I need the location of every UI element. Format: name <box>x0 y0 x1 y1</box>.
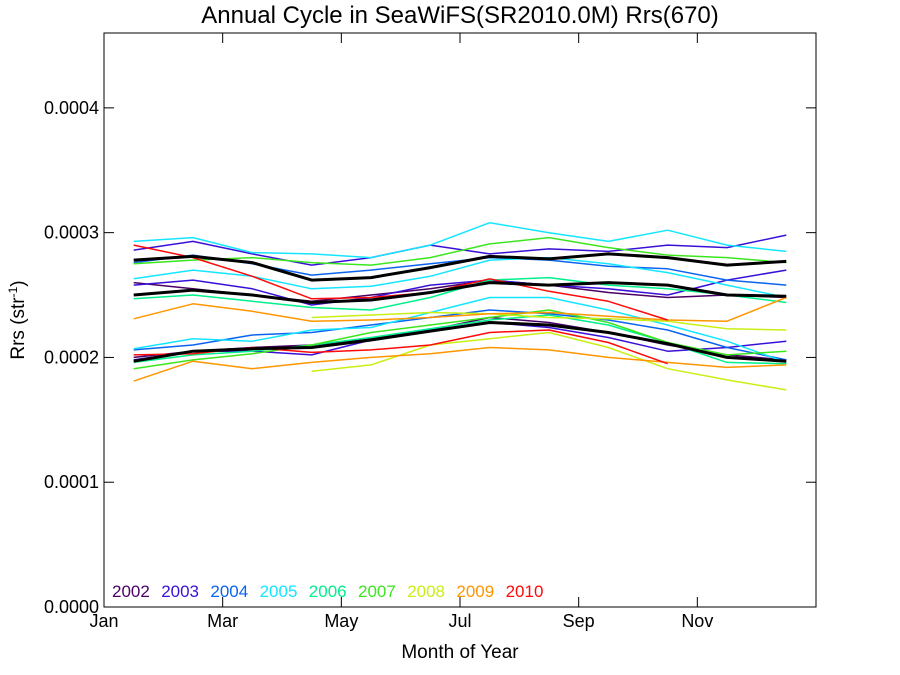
y-tick-label: 0.0002 <box>44 347 99 367</box>
series-line-22 <box>133 281 787 304</box>
x-tick-label: Nov <box>681 611 713 631</box>
series-line-3 <box>133 234 787 266</box>
x-tick-label: Sep <box>563 611 595 631</box>
y-axis-label: Rrs (str-1) <box>6 280 29 359</box>
legend: 2002 2003 2004 2005 2006 2007 2008 2009 2010 <box>112 582 543 601</box>
series-line-21 <box>133 252 787 282</box>
legend-item-2008: 2008 <box>407 582 445 601</box>
x-tick-label: Jul <box>448 611 471 631</box>
series-line-23 <box>133 321 787 363</box>
y-axis-label-superscript: -1 <box>6 286 20 297</box>
y-axis-label-main: Rrs (str <box>8 297 29 360</box>
y-axis-label-end: ) <box>8 280 29 286</box>
series-line-15 <box>311 331 787 391</box>
legend-item-2007: 2007 <box>358 582 396 601</box>
chart-title: Annual Cycle in SeaWiFS(SR2010.0M) Rrs(6… <box>201 2 719 29</box>
x-axis-ticks: Jan Mar May Jul Sep Nov <box>89 33 713 631</box>
x-tick-label: Mar <box>207 611 238 631</box>
series-line-17 <box>133 346 787 382</box>
series-lines <box>133 221 787 391</box>
legend-item-2006: 2006 <box>309 582 347 601</box>
series-line-8 <box>133 221 787 259</box>
x-tick-label: May <box>324 611 358 631</box>
y-tick-label: 0.0000 <box>44 597 99 617</box>
y-tick-label: 0.0003 <box>44 223 99 243</box>
series-line-4 <box>133 269 787 306</box>
legend-item-2002: 2002 <box>112 582 150 601</box>
y-axis-ticks: 0.0000 0.0001 0.0002 0.0003 0.0004 <box>44 98 816 617</box>
legend-item-2003: 2003 <box>161 582 199 601</box>
series-line-10 <box>133 296 787 364</box>
legend-item-2005: 2005 <box>260 582 298 601</box>
y-tick-label: 0.0001 <box>44 472 99 492</box>
x-axis-label: Month of Year <box>401 642 519 663</box>
legend-item-2010: 2010 <box>506 582 544 601</box>
legend-item-2009: 2009 <box>456 582 494 601</box>
series-line-16 <box>311 311 787 331</box>
legend-item-2004: 2004 <box>210 582 248 601</box>
y-tick-label: 0.0004 <box>44 98 99 118</box>
series-line-13 <box>133 236 787 266</box>
series-line-9 <box>133 256 787 299</box>
x-tick-label: Jan <box>89 611 118 631</box>
series-line-18 <box>133 296 787 322</box>
